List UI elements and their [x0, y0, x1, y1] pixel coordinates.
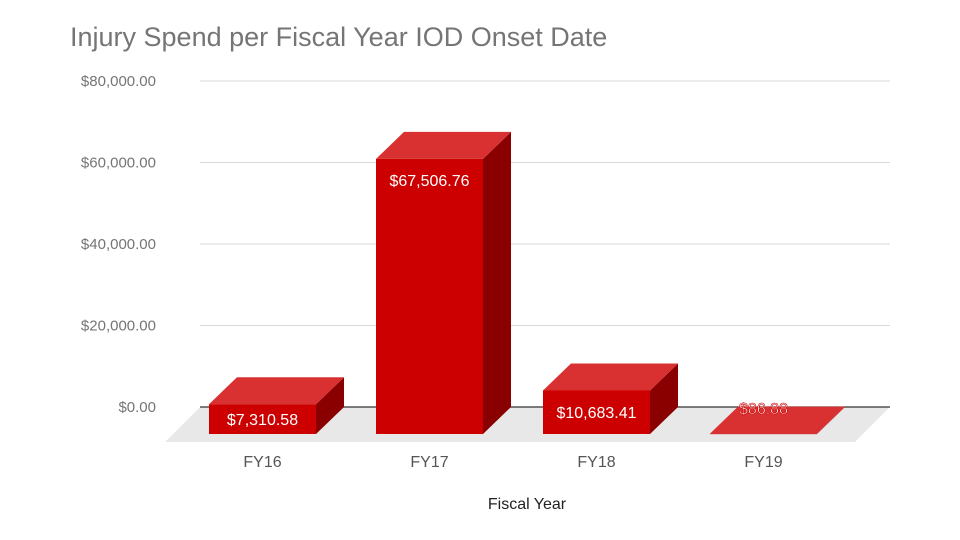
x-tick-label: FY17	[410, 454, 448, 471]
y-tick-label: $40,000.00	[81, 236, 156, 253]
bar-fy18: $10,683.41	[543, 363, 678, 434]
bar-front	[376, 158, 483, 434]
bar-front	[543, 390, 650, 434]
bar-front	[710, 433, 817, 435]
bar-side	[817, 406, 845, 434]
x-axis-categories: FY16 FY17 FY18 FY19	[243, 454, 782, 471]
y-tick-label: $60,000.00	[81, 155, 156, 172]
y-axis-ticks: $0.00 $20,000.00 $40,000.00 $60,000.00 $80,0…	[81, 73, 156, 416]
bar-fy19: $86.88	[710, 401, 845, 435]
data-label: $86.88	[739, 401, 788, 418]
bar-top	[710, 406, 845, 434]
chart-floor	[165, 407, 890, 442]
bar-front	[209, 404, 316, 434]
x-tick-label: FY16	[243, 454, 281, 471]
bar-fy17: $67,506.76	[376, 131, 511, 434]
bar-top	[543, 363, 678, 391]
bar-side	[650, 363, 678, 434]
data-label: $7,310.58	[227, 412, 298, 429]
data-label: $10,683.41	[556, 405, 636, 422]
grid-lines	[200, 80, 890, 326]
y-tick-label: $20,000.00	[81, 318, 156, 335]
bar-fy16: $7,310.58	[209, 377, 344, 434]
x-tick-label: FY18	[577, 454, 615, 471]
bars: $7,310.58 $67,506.76 $10,683.41 $86.88	[209, 131, 845, 435]
bar-side	[483, 131, 511, 434]
y-tick-label: $0.00	[118, 399, 156, 416]
bar-side	[316, 377, 344, 434]
y-tick-label: $80,000.00	[81, 73, 156, 90]
chart-title: Injury Spend per Fiscal Year IOD Onset D…	[70, 22, 608, 52]
data-label: $67,506.76	[389, 173, 469, 190]
x-axis-title: Fiscal Year	[488, 496, 567, 513]
x-tick-label: FY19	[744, 454, 782, 471]
bar-top	[209, 377, 344, 405]
bar-top	[376, 131, 511, 159]
